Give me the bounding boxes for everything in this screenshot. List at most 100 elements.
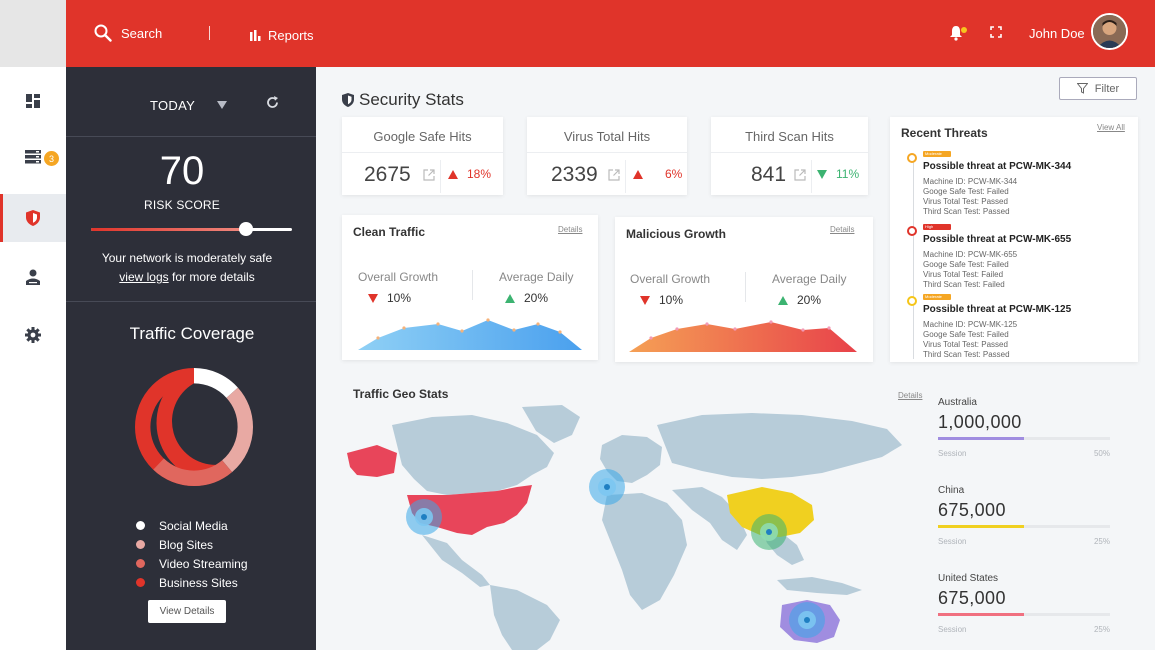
nav-security[interactable] <box>0 194 66 242</box>
malicious-growth-sparkline <box>629 320 857 352</box>
nav-dashboard[interactable] <box>0 77 66 125</box>
threat-detail: Third Scan Test: Passed <box>923 350 1010 359</box>
threat-detail: Third Scan Test: Passed <box>923 207 1010 216</box>
severity-tag: High <box>923 224 951 230</box>
risk-score-label: RISK SCORE <box>143 198 220 212</box>
legend-item: Social Media <box>136 516 248 535</box>
stat-divider <box>711 152 868 153</box>
malicious-growth-card: Malicious Growth Details Overall Growth … <box>615 217 873 362</box>
risk-score-value: 70 <box>159 149 205 193</box>
threat-title: Possible threat at PCW-MK-655 <box>923 234 1072 245</box>
clean-traffic-card: Clean Traffic Details Overall Growth 10%… <box>342 215 598 360</box>
map-marker-usa <box>406 499 442 535</box>
chevron-down-icon[interactable] <box>217 101 227 109</box>
logo-area <box>0 0 66 67</box>
map-region-china <box>727 487 814 537</box>
legend-dot <box>136 578 145 587</box>
geo-bar <box>938 437 1110 440</box>
stat-separator <box>811 160 812 193</box>
risk-message: Your network is moderately safe view log… <box>66 249 308 287</box>
view-all-link[interactable]: View All <box>1097 123 1125 132</box>
stat-value: 2339 <box>551 163 598 186</box>
shield-icon <box>342 93 354 107</box>
details-link[interactable]: Details <box>898 391 923 400</box>
average-daily-number: 20% <box>797 293 822 307</box>
overall-growth-label: Overall Growth <box>630 272 711 286</box>
timeline-line <box>913 159 914 359</box>
stat-card-google[interactable]: Google Safe Hits 2675 18% <box>342 117 503 195</box>
map-marker-china <box>751 514 787 550</box>
nav-users[interactable] <box>0 253 66 301</box>
threat-title: Possible threat at PCW-MK-125 <box>923 304 1072 315</box>
filter-icon <box>1076 83 1088 94</box>
legend-item: Video Streaming <box>136 554 248 573</box>
stat-change: 18% <box>448 167 491 181</box>
stat-change-value: 18% <box>467 167 492 181</box>
overall-growth-value: 10% <box>368 291 411 305</box>
donut-segment-business <box>156 368 217 482</box>
traffic-coverage-donut <box>135 368 253 486</box>
avatar[interactable] <box>1091 13 1128 50</box>
geo-stat-australia: Australia 1,000,000 Session 50% <box>938 397 1110 458</box>
legend-item: Blog Sites <box>136 535 248 554</box>
geo-country: China <box>938 485 965 496</box>
stat-card-virustotal[interactable]: Virus Total Hits 2339 6% <box>527 117 687 195</box>
stat-change: 11% <box>817 167 859 181</box>
details-link[interactable]: Details <box>558 225 583 234</box>
severity-dot <box>907 226 917 236</box>
details-link[interactable]: Details <box>830 225 855 234</box>
stat-card-thirdscan[interactable]: Third Scan Hits 841 11% <box>711 117 868 195</box>
trend-up-icon <box>633 169 643 179</box>
stat-label: Third Scan Hits <box>745 129 834 144</box>
geo-bar-fill <box>938 613 1024 616</box>
geo-bar <box>938 525 1110 528</box>
external-link-icon[interactable] <box>608 169 620 181</box>
geo-bar-fill <box>938 437 1024 440</box>
fullscreen-icon[interactable] <box>990 26 1002 38</box>
geo-value: 675,000 <box>938 500 1006 520</box>
external-link-icon[interactable] <box>423 169 435 181</box>
stat-change: 6% <box>633 167 682 181</box>
average-daily-value: 20% <box>778 293 821 307</box>
refresh-icon[interactable] <box>265 95 280 110</box>
trend-up-icon <box>448 169 458 179</box>
reports-button[interactable]: Reports <box>250 28 314 43</box>
stat-divider <box>342 152 503 153</box>
severity-tag: Moderate <box>923 294 951 300</box>
user-name[interactable]: John Doe <box>1029 26 1085 41</box>
legend-label: Business Sites <box>159 575 238 590</box>
view-logs-link[interactable]: view logs <box>119 270 169 284</box>
threat-detail: Virus Total Test: Passed <box>923 197 1008 206</box>
map-region-alaska <box>347 445 397 477</box>
world-map <box>347 405 902 650</box>
nav-servers[interactable] <box>0 133 66 181</box>
nav-settings[interactable] <box>0 311 66 359</box>
geo-foot: Session 50% <box>938 449 1110 458</box>
stat-divider <box>527 152 687 153</box>
geo-foot-percent: 25% <box>1093 625 1110 634</box>
traffic-coverage-title: Traffic Coverage <box>129 324 255 343</box>
legend-label: Social Media <box>159 518 228 533</box>
stat-separator <box>625 160 626 193</box>
risk-message-line: Your network is moderately safe <box>101 251 273 265</box>
page-title-text: Security Stats <box>359 90 464 109</box>
view-details-button[interactable]: View Details <box>148 600 226 623</box>
external-link-icon[interactable] <box>794 169 806 181</box>
shield-icon <box>26 210 40 226</box>
search-button[interactable]: Search <box>94 24 162 42</box>
period-select[interactable]: TODAY <box>150 98 196 113</box>
filter-button[interactable]: Filter <box>1059 77 1137 100</box>
average-daily-number: 20% <box>524 291 549 305</box>
panel-divider <box>66 136 316 137</box>
geo-foot: Session 25% <box>938 537 1110 546</box>
bell-icon[interactable] <box>949 25 963 41</box>
user-icon <box>26 269 40 285</box>
donut-segment-blog-sites <box>135 368 253 486</box>
risk-slider-knob[interactable] <box>239 222 253 236</box>
overall-growth-number: 10% <box>659 293 684 307</box>
server-icon <box>25 150 41 164</box>
overall-growth-value: 10% <box>640 293 683 307</box>
bar-chart-icon <box>250 30 261 41</box>
legend-label: Video Streaming <box>159 556 248 571</box>
geo-country: United States <box>938 573 999 584</box>
